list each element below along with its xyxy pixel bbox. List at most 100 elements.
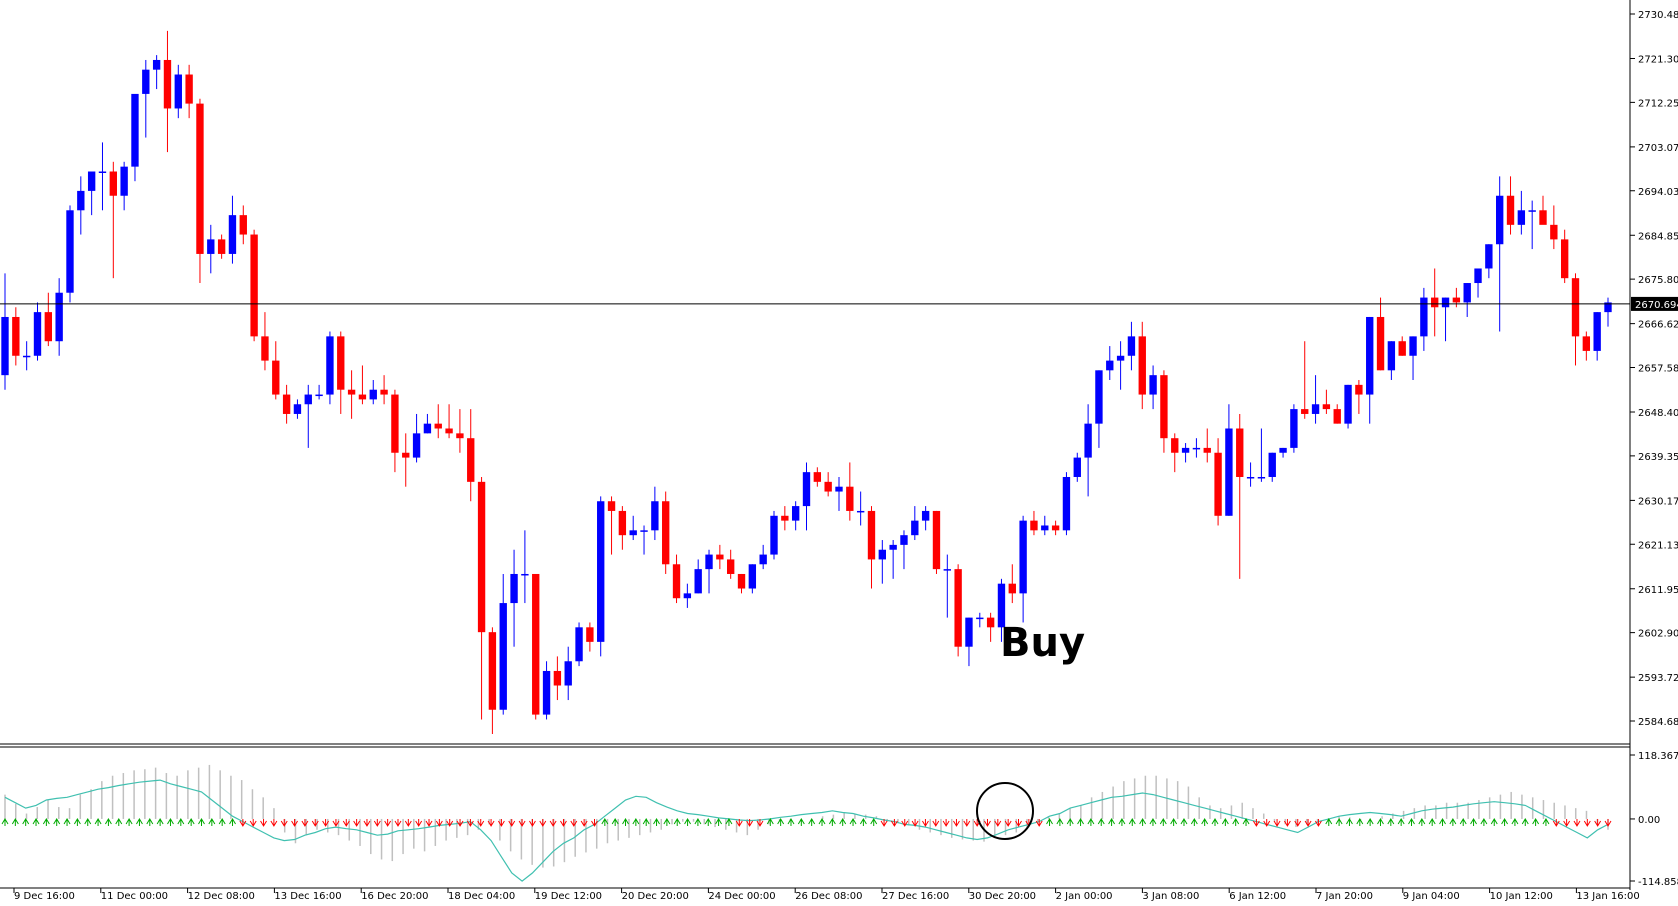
- down-arrow-icon: [435, 818, 443, 827]
- candle: [510, 549, 518, 647]
- time-tick-label: 27 Dec 16:00: [882, 891, 949, 902]
- candle: [1431, 268, 1439, 337]
- up-arrow-icon: [622, 817, 629, 826]
- candle: [889, 540, 897, 579]
- down-arrow-icon: [508, 818, 516, 827]
- candle-body: [618, 510, 627, 536]
- candle: [1398, 336, 1406, 356]
- candle: [1560, 229, 1569, 284]
- candle-body: [921, 510, 930, 521]
- candle: [293, 399, 302, 419]
- candle-body: [12, 316, 20, 356]
- candle: [423, 413, 432, 434]
- candle: [521, 530, 529, 604]
- up-arrow-icon: [1428, 817, 1436, 826]
- candle: [965, 617, 973, 667]
- candle: [943, 554, 951, 618]
- candle: [748, 564, 757, 594]
- candle: [640, 525, 648, 555]
- candle-body: [629, 530, 637, 536]
- candle: [1192, 438, 1201, 458]
- candle: [337, 331, 345, 414]
- down-arrow-icon: [901, 818, 909, 827]
- up-arrow-icon: [1439, 817, 1446, 826]
- candle-body: [1246, 476, 1255, 479]
- down-arrow-icon: [591, 818, 598, 827]
- oscillator-axis: 118.3676 0.00 -114.8582: [1630, 751, 1678, 888]
- oscillator-panel: [1, 764, 1612, 882]
- down-arrow-icon: [1583, 818, 1591, 827]
- up-arrow-icon: [797, 817, 805, 826]
- down-arrow-icon: [529, 818, 536, 827]
- buy-annotation: Buy: [1000, 620, 1085, 666]
- up-arrow-icon: [694, 817, 702, 826]
- time-tick-label: 3 Jan 08:00: [1142, 891, 1199, 902]
- time-tick-label: 13 Dec 16:00: [274, 891, 341, 902]
- candle-body: [1398, 341, 1406, 356]
- candle: [142, 59, 150, 138]
- up-arrow-icon: [1387, 817, 1395, 826]
- candle: [846, 462, 854, 521]
- candle-body: [770, 515, 778, 555]
- up-arrow-icon: [42, 817, 50, 826]
- candle-body: [1528, 210, 1536, 212]
- candle-body: [1203, 447, 1211, 453]
- candle-body: [1290, 409, 1298, 448]
- price-tick-label: 2666.625: [1638, 320, 1678, 331]
- candle: [228, 195, 237, 264]
- candle: [553, 656, 562, 701]
- candle-body: [1073, 457, 1081, 477]
- candle: [1279, 447, 1287, 458]
- price-tick-label: 2611.950: [1638, 585, 1678, 596]
- candle-body: [542, 670, 551, 715]
- candle: [239, 205, 247, 245]
- candle: [770, 510, 778, 560]
- candle-body: [358, 394, 367, 400]
- candle-body: [510, 573, 518, 604]
- candle: [726, 549, 735, 579]
- candle-body: [239, 215, 247, 235]
- candle-body: [997, 583, 1006, 628]
- candle-body: [1441, 297, 1450, 308]
- candle-body: [597, 501, 605, 642]
- candle: [1246, 462, 1255, 487]
- price-tick-label: 2639.355: [1638, 452, 1678, 463]
- candle: [1019, 515, 1027, 623]
- candle-body: [1560, 239, 1569, 279]
- up-arrow-icon: [1149, 817, 1157, 826]
- candle-body: [1106, 360, 1114, 371]
- candle-body: [1225, 428, 1233, 516]
- down-arrow-icon: [1604, 818, 1612, 827]
- candle-body: [1301, 409, 1309, 414]
- candle-body: [911, 520, 919, 536]
- candle: [597, 496, 605, 657]
- up-arrow-icon: [1346, 817, 1353, 826]
- down-arrow-icon: [384, 818, 392, 827]
- candle: [1474, 268, 1482, 298]
- down-arrow-icon: [518, 818, 526, 827]
- time-axis: 9 Dec 16:00 11 Dec 00:00 12 Dec 08:00 13 De…: [13, 888, 1640, 902]
- candle: [1582, 331, 1591, 361]
- up-arrow-icon: [859, 817, 867, 826]
- candle: [1344, 384, 1352, 429]
- up-arrow-icon: [22, 817, 30, 826]
- candle: [651, 486, 659, 541]
- candle-body: [726, 559, 735, 574]
- candle-body: [1030, 520, 1038, 531]
- candle-body: [1355, 384, 1363, 395]
- candle-body: [1019, 520, 1027, 594]
- candle-body: [98, 171, 107, 173]
- candle: [1409, 336, 1417, 381]
- candle-body: [900, 535, 908, 545]
- candle-body: [1192, 447, 1201, 450]
- candle-body: [694, 569, 702, 594]
- candle: [1095, 370, 1103, 448]
- osc-tick-label: 0.00: [1638, 815, 1660, 826]
- price-tick-label: 2721.300: [1638, 55, 1678, 66]
- candle: [163, 30, 172, 153]
- candle: [55, 278, 63, 356]
- candle: [1268, 452, 1276, 482]
- up-arrow-icon: [198, 817, 205, 826]
